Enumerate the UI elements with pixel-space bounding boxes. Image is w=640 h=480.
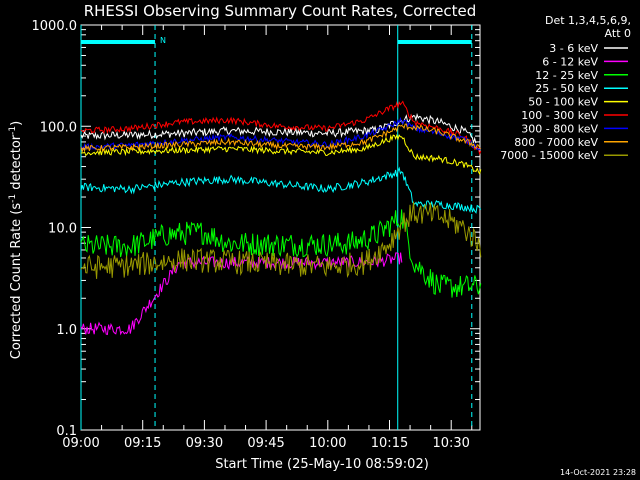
legend-label: 12 - 25 keV — [535, 69, 598, 82]
legend-label: 300 - 800 keV — [521, 122, 598, 135]
y-tick-label: 100.0 — [40, 120, 77, 135]
x-tick-label: 09:15 — [124, 436, 161, 451]
x-tick-label: 09:30 — [186, 436, 223, 451]
legend-header-line1: Det 1,3,4,5,6,9, — [545, 14, 631, 27]
x-tick-label: 10:15 — [371, 436, 408, 451]
y-axis-label-exp1: -1 — [8, 194, 18, 203]
legend-label: 6 - 12 keV — [542, 55, 598, 68]
series-line-2 — [80, 209, 482, 298]
legend-label: 3 - 6 keV — [549, 42, 598, 55]
y-axis-label-exp2: -1 — [8, 126, 18, 135]
y-tick-label: 0.1 — [56, 424, 77, 439]
x-tick-label: 10:30 — [432, 436, 469, 451]
series-group — [80, 100, 482, 336]
y-axis-label: Corrected Count Rate (s-1 detector-1) — [8, 121, 24, 359]
x-tick-label: 10:00 — [309, 436, 346, 451]
legend-header-line2: Att 0 — [605, 27, 631, 40]
series-line-8 — [80, 201, 482, 279]
x-tick-label: 09:00 — [62, 436, 99, 451]
series-line-5 — [80, 100, 482, 156]
x-axis-label: Start Time (25-May-10 08:59:02) — [215, 457, 429, 472]
series-line-4 — [80, 133, 482, 176]
plot-frame — [80, 24, 481, 431]
legend-label: 25 - 50 keV — [535, 82, 598, 95]
legend-label: 100 - 300 keV — [521, 109, 598, 122]
series-line-7 — [80, 123, 482, 154]
render-timestamp: 14-Oct-2021 23:28 — [560, 468, 636, 477]
y-tick-label: 1.0 — [56, 323, 77, 338]
series-line-1 — [80, 252, 403, 336]
n-annotation: N — [160, 36, 166, 45]
legend-label: 7000 - 15000 keV — [500, 149, 598, 162]
y-tick-label: 10.0 — [48, 222, 77, 237]
legend-label: 50 - 100 keV — [528, 96, 598, 109]
legend-label: 800 - 7000 keV — [514, 136, 598, 149]
y-tick-label: 1000.0 — [32, 19, 78, 34]
chart-title: RHESSI Observing Summary Count Rates, Co… — [84, 2, 477, 20]
y-axis-label-part1: Corrected Count Rate (s — [9, 203, 24, 360]
y-axis-label-part3: ) — [9, 121, 24, 126]
x-tick-label: 09:45 — [247, 436, 284, 451]
y-axis-label-part2: detector — [9, 134, 24, 194]
